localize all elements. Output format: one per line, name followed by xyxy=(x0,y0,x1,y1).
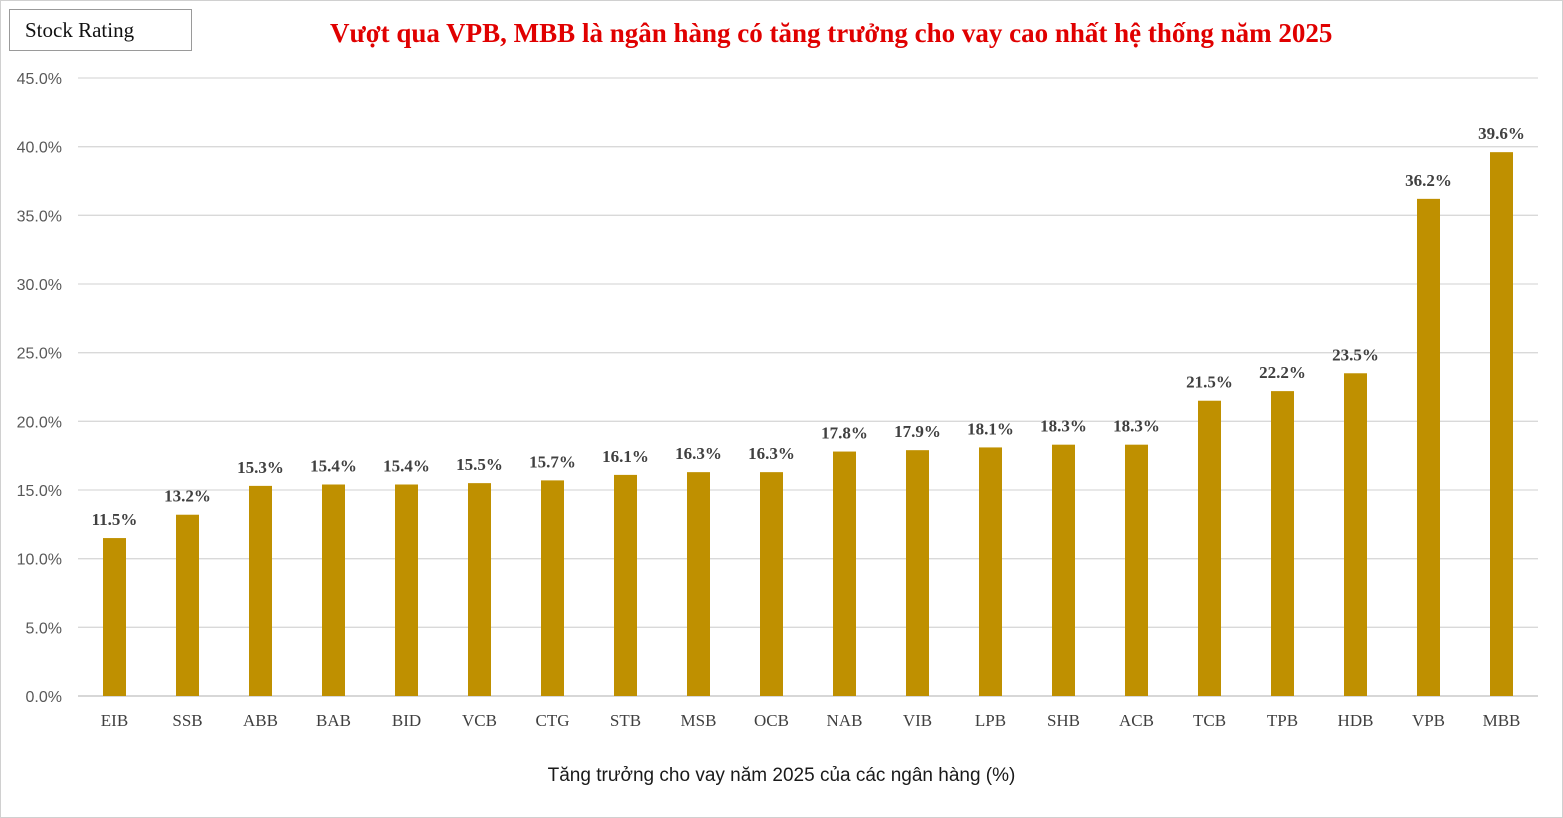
x-tick-label: MSB xyxy=(681,711,717,730)
y-tick-label: 25.0% xyxy=(17,346,62,363)
x-tick-label: BID xyxy=(392,711,421,730)
chart-title: Vượt qua VPB, MBB là ngân hàng có tăng t… xyxy=(330,18,1333,48)
gridlines xyxy=(78,77,1538,697)
y-tick-label: 30.0% xyxy=(17,277,62,294)
data-label: 18.3% xyxy=(1113,417,1160,436)
bar-ocb xyxy=(760,472,783,696)
x-tick-label: SHB xyxy=(1047,711,1080,730)
x-tick-label: BAB xyxy=(316,711,351,730)
x-tick-label: VCB xyxy=(462,711,497,730)
x-tick-label: VPB xyxy=(1412,711,1445,730)
y-axis-ticks: 0.0% 5.0% 10.0% 15.0% 20.0% 25.0% 30.0% 35.0% 40… xyxy=(17,71,62,706)
y-tick-label: 40.0% xyxy=(17,140,62,157)
data-label: 16.1% xyxy=(602,447,649,466)
x-axis-ticks: EIB SSB ABB BAB BID VCB CTG STB MSB OCB NAB VIB LPB S… xyxy=(101,711,1521,730)
data-label: 18.1% xyxy=(967,419,1014,438)
data-label: 15.4% xyxy=(310,457,357,476)
y-tick-label: 10.0% xyxy=(17,552,62,569)
y-tick-label: 35.0% xyxy=(17,208,62,225)
x-tick-label: CTG xyxy=(536,711,570,730)
brand-label: Stock Rating xyxy=(25,17,135,42)
bar-nab xyxy=(833,451,856,696)
data-label: 11.5% xyxy=(92,510,138,529)
x-tick-label: EIB xyxy=(101,711,128,730)
data-label: 36.2% xyxy=(1405,171,1452,190)
bar-hdb xyxy=(1344,373,1367,696)
x-tick-label: NAB xyxy=(827,711,863,730)
bar-vib xyxy=(906,450,929,696)
bar-tpb xyxy=(1271,391,1294,696)
data-label: 15.3% xyxy=(237,458,284,477)
data-label: 15.4% xyxy=(383,457,430,476)
data-label: 23.5% xyxy=(1332,345,1379,364)
bar-acb xyxy=(1125,444,1148,696)
bar-ctg xyxy=(541,480,564,696)
data-label: 16.3% xyxy=(675,444,722,463)
x-tick-label: STB xyxy=(610,711,641,730)
x-tick-label: VIB xyxy=(903,711,932,730)
bar-tcb xyxy=(1198,400,1221,696)
bar-vpb xyxy=(1417,198,1440,696)
x-tick-label: HDB xyxy=(1338,711,1374,730)
bar-mbb xyxy=(1490,152,1513,696)
data-label: 16.3% xyxy=(748,444,795,463)
data-label: 13.2% xyxy=(164,487,211,506)
bar-lpb xyxy=(979,447,1002,696)
bar-shb xyxy=(1052,444,1075,696)
y-tick-label: 15.0% xyxy=(17,483,62,500)
x-tick-label: SSB xyxy=(172,711,202,730)
bars xyxy=(103,152,1513,696)
x-axis-title: Tăng trưởng cho vay năm 2025 của các ngâ… xyxy=(547,765,1016,786)
x-tick-label: OCB xyxy=(754,711,789,730)
bar-ssb xyxy=(176,514,199,696)
data-labels: 11.5% 13.2% 15.3% 15.4% 15.4% 15.5% 15.7% 16.1%… xyxy=(92,124,1525,529)
y-tick-label: 5.0% xyxy=(26,620,62,637)
bar-msb xyxy=(687,472,710,696)
data-label: 22.2% xyxy=(1259,363,1306,382)
data-label: 17.8% xyxy=(821,424,868,443)
data-label: 21.5% xyxy=(1186,373,1233,392)
data-label: 18.3% xyxy=(1040,417,1087,436)
bar-stb xyxy=(614,474,637,696)
x-tick-label: ABB xyxy=(243,711,278,730)
bar-abb xyxy=(249,485,272,696)
y-tick-label: 0.0% xyxy=(26,689,62,706)
bar-bid xyxy=(395,484,418,696)
x-tick-label: LPB xyxy=(975,711,1006,730)
brand-box: Stock Rating xyxy=(9,9,192,51)
x-tick-label: MBB xyxy=(1483,711,1521,730)
x-tick-label: TPB xyxy=(1267,711,1298,730)
data-label: 15.7% xyxy=(529,452,576,471)
bar-vcb xyxy=(468,483,491,696)
x-tick-label: ACB xyxy=(1119,711,1154,730)
bar-bab xyxy=(322,484,345,696)
bar-eib xyxy=(103,538,126,696)
data-label: 39.6% xyxy=(1478,124,1525,143)
y-tick-label: 20.0% xyxy=(17,414,62,431)
data-label: 15.5% xyxy=(456,455,503,474)
data-label: 17.9% xyxy=(894,422,941,441)
y-tick-label: 45.0% xyxy=(17,71,62,88)
x-tick-label: TCB xyxy=(1193,711,1226,730)
